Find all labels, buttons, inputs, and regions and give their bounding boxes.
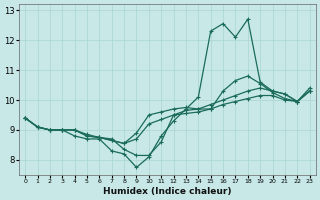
X-axis label: Humidex (Indice chaleur): Humidex (Indice chaleur): [103, 187, 232, 196]
